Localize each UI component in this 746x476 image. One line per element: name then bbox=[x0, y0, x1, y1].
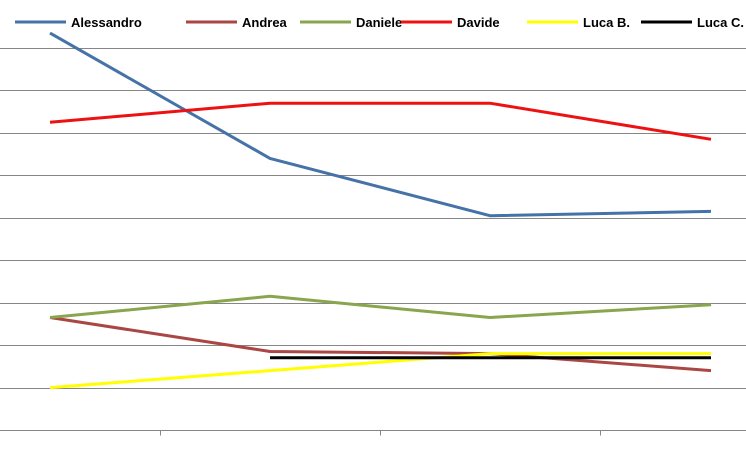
legend-item-andrea: Andrea bbox=[186, 15, 288, 30]
legend-item-luca-c: Luca C. bbox=[641, 15, 744, 30]
series-lines bbox=[49, 31, 712, 390]
legend-label-luca-c: Luca C. bbox=[697, 15, 744, 30]
legend-label-luca-b: Luca B. bbox=[583, 15, 630, 30]
legend-label-andrea: Andrea bbox=[242, 15, 288, 30]
series-line-andrea bbox=[49, 316, 712, 373]
legend-item-luca-b: Luca B. bbox=[527, 15, 630, 30]
legend-item-alessandro: Alessandro bbox=[15, 15, 142, 30]
legend-label-alessandro: Alessandro bbox=[71, 15, 142, 30]
gridlines bbox=[0, 48, 746, 389]
series-line-daniele bbox=[49, 294, 712, 319]
series-line-davide bbox=[49, 101, 712, 141]
legend-label-davide: Davide bbox=[457, 15, 500, 30]
legend-item-davide: Davide bbox=[401, 15, 500, 30]
x-axis bbox=[0, 430, 746, 436]
legend-item-daniele: Daniele bbox=[300, 15, 402, 30]
legend: Alessandro Andrea Daniele Davide Luca B. Luca… bbox=[15, 15, 744, 30]
legend-label-daniele: Daniele bbox=[356, 15, 402, 30]
series-line-alessandro bbox=[49, 31, 712, 218]
series-line-luca-b bbox=[49, 352, 711, 390]
